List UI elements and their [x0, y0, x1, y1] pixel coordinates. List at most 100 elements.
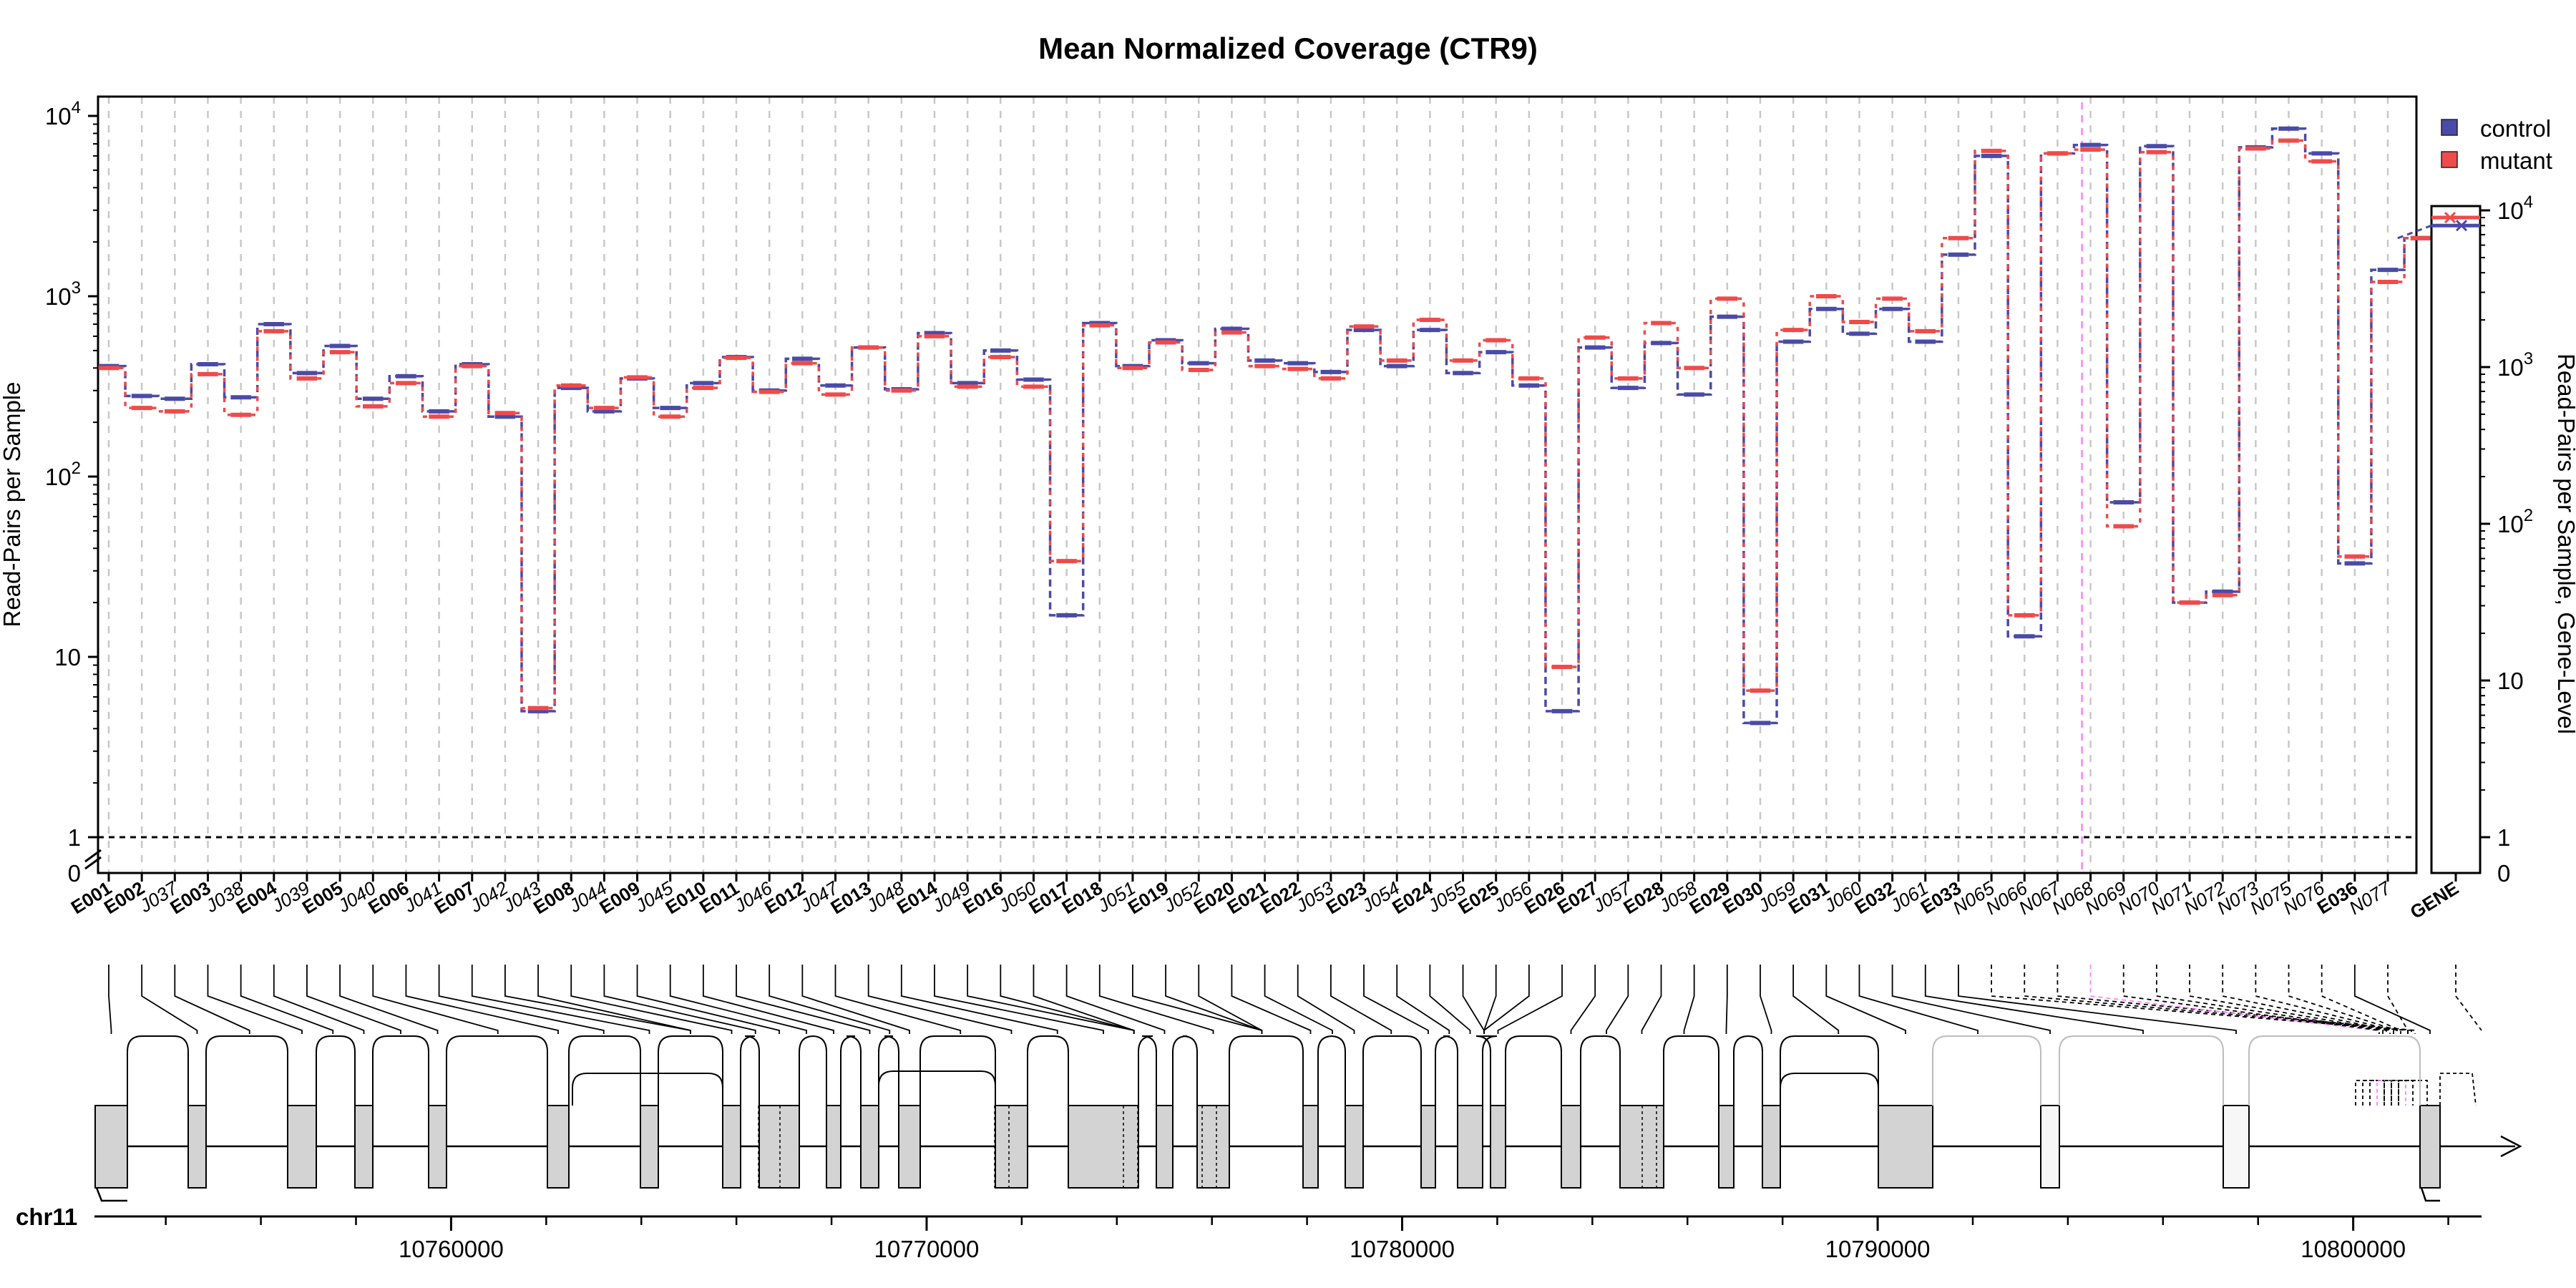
- connector-j055: [1462, 965, 1485, 1034]
- splice-arc: [878, 1035, 899, 1106]
- series-connector: [2134, 150, 2147, 528]
- series-connector: [878, 346, 892, 392]
- series-connector: [1506, 338, 1519, 380]
- series-connector: [350, 351, 363, 408]
- splice-arc: [740, 1035, 760, 1106]
- splice-arc: [1663, 1035, 1719, 1106]
- series-connector: [1241, 327, 1255, 362]
- series-connector: [1936, 253, 1948, 343]
- connector-e011: [736, 965, 871, 1034]
- series-connector: [1076, 321, 1090, 617]
- connector-n072: [2222, 965, 2391, 1034]
- series-connector: [317, 344, 330, 375]
- connector-e032: [1891, 965, 2051, 1034]
- y-axis: 1 10 102 103 104 0: [45, 98, 102, 887]
- splice-arc: [840, 1035, 862, 1106]
- series-connector: [1836, 295, 1850, 323]
- y-zero-label: 0: [68, 860, 81, 887]
- connector-e006: [405, 965, 559, 1034]
- series-connector: [845, 346, 859, 387]
- connector-j047: [834, 965, 962, 1034]
- plot-frame: [97, 95, 2418, 874]
- series-connector: [812, 361, 826, 396]
- exon-block: [826, 1105, 841, 1189]
- genome-axis: 10760000 10770000 10780000 10790000 10800000: [94, 1215, 2482, 1262]
- connector-e007: [471, 965, 650, 1034]
- series-connector: [1473, 351, 1486, 375]
- connector-j056: [1483, 965, 1530, 1034]
- series-connector: [2167, 150, 2180, 604]
- series-connector: [1341, 325, 1354, 380]
- series-connector: [1176, 341, 1189, 371]
- series-connector: [2233, 146, 2246, 593]
- series-connector: [185, 363, 198, 401]
- connector-e014: [934, 965, 1104, 1034]
- legend: control mutant: [2441, 115, 2552, 174]
- exon-block: [722, 1105, 741, 1189]
- splice-arc: [127, 1035, 189, 1106]
- series-connector: [1110, 323, 1123, 370]
- series-connector: [581, 384, 595, 409]
- right-zero-label: 0: [2497, 860, 2510, 887]
- exon-block: [354, 1105, 374, 1189]
- series-connector: [1539, 377, 1552, 668]
- series-connector: [1770, 328, 1783, 692]
- series-connector: [746, 356, 759, 394]
- series-connector: [250, 323, 264, 399]
- series-connector: [218, 373, 231, 416]
- series-connector: [1308, 361, 1321, 374]
- exon-block: [1718, 1105, 1735, 1189]
- series-connector: [1803, 308, 1816, 343]
- series-connector: [2067, 148, 2081, 155]
- series-connector: [1209, 331, 1222, 371]
- series-connector: [482, 363, 495, 418]
- legend-swatch-mutant: [2441, 151, 2458, 168]
- series-connector: [119, 366, 132, 409]
- connector-e017: [1065, 965, 1166, 1034]
- connector-e028: [1641, 965, 1662, 1034]
- gene-model: [94, 1035, 2522, 1202]
- series-connector: [912, 331, 924, 391]
- novel-junction-bracket: [2398, 1080, 2428, 1106]
- series-connector: [548, 384, 561, 710]
- splice-arc: [799, 1035, 827, 1106]
- genome-tick-label: 10760000: [399, 1236, 504, 1262]
- series-connector: [2233, 147, 2246, 597]
- series-connector: [779, 357, 793, 392]
- splice-arc: [1780, 1035, 1879, 1106]
- connector-n075: [2288, 965, 2398, 1034]
- exon-block: [1420, 1105, 1436, 1189]
- exon-block: [1561, 1105, 1581, 1189]
- series-connector: [2200, 593, 2212, 604]
- series-connector: [2167, 145, 2180, 604]
- series-connector: [1671, 341, 1684, 396]
- exon-block: [547, 1105, 570, 1189]
- splice-arc: [446, 1035, 548, 1106]
- y-tick-label: 102: [45, 459, 81, 490]
- splice-arc-nested: [1780, 1073, 1879, 1106]
- connector-e019: [1165, 965, 1263, 1034]
- connector-n071: [2189, 965, 2387, 1034]
- connector-j053: [1330, 965, 1392, 1034]
- connector-j057: [1606, 965, 1629, 1034]
- splice-arc: [1580, 1035, 1621, 1106]
- series-connector: [317, 351, 330, 380]
- series-connector: [1968, 150, 1981, 240]
- exon-block: [898, 1105, 921, 1189]
- series-connector: [1407, 328, 1420, 368]
- series-connector: [383, 375, 396, 401]
- axis-break-mark: [84, 856, 102, 870]
- series-connector: [416, 381, 429, 418]
- series-connector: [1704, 297, 1717, 370]
- right-tick-label: 1: [2497, 824, 2510, 851]
- connector-n066: [2024, 965, 2412, 1034]
- connector-n077: [2387, 965, 2409, 1034]
- connector-j037: [174, 965, 250, 1034]
- series-connector: [449, 364, 462, 418]
- exon-block: [1490, 1105, 1506, 1189]
- splice-arc: [1435, 1035, 1458, 1106]
- connector-j050: [1033, 965, 1135, 1034]
- series-connector: [482, 364, 495, 414]
- series-connector: [1506, 351, 1519, 387]
